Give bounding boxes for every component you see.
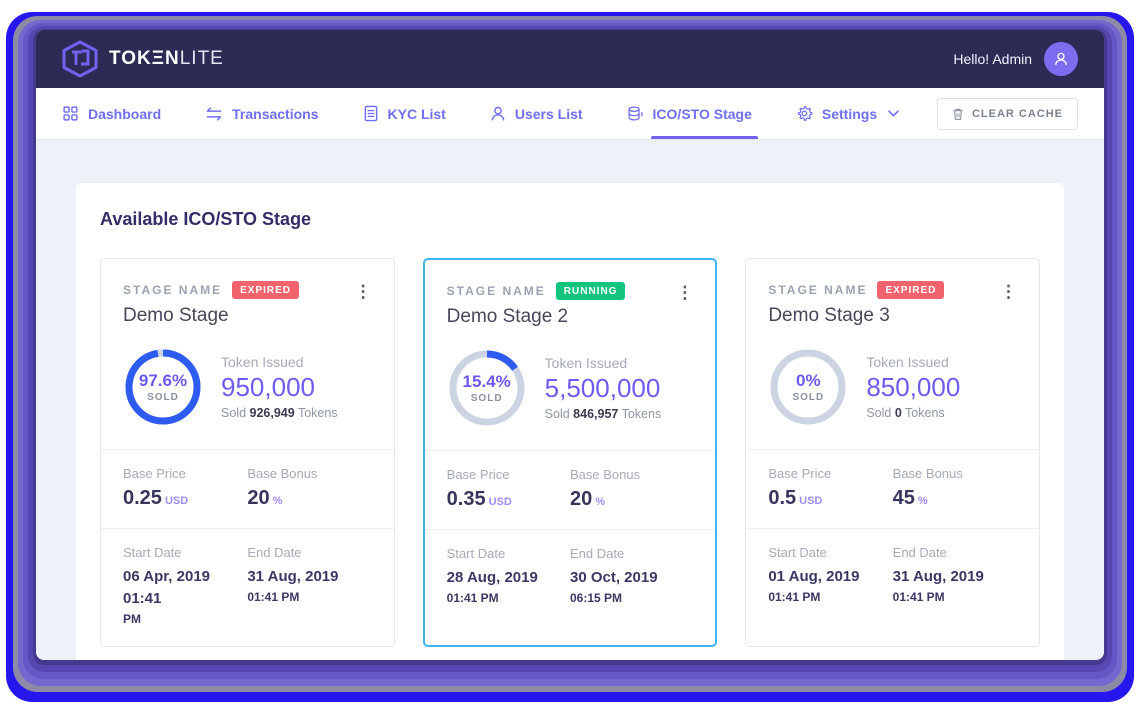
stage-name-label: STAGE NAME bbox=[446, 284, 546, 298]
base-bonus-label: Base Bonus bbox=[892, 466, 963, 481]
stage-name-label: STAGE NAME bbox=[123, 283, 223, 297]
percent-sold: 15.4% bbox=[462, 372, 511, 391]
users-icon bbox=[491, 106, 505, 121]
base-bonus-value: 45% bbox=[892, 487, 928, 509]
stage-card: STAGE NAME EXPIRED ⋮ Demo Stage bbox=[100, 258, 395, 647]
trash-icon bbox=[953, 108, 963, 120]
base-price-label: Base Price bbox=[768, 466, 832, 481]
app-window: TOKΞNLITE Hello! Admin Das bbox=[36, 30, 1104, 660]
end-date-label: End Date bbox=[247, 545, 302, 560]
end-date-value: 31 Aug, 2019 bbox=[247, 568, 339, 585]
start-date-label: Start Date bbox=[123, 545, 182, 560]
stage-title: Demo Stage 3 bbox=[768, 305, 890, 326]
base-price-value: 0.5 USD bbox=[768, 487, 823, 509]
nav-label: Dashboard bbox=[88, 105, 162, 122]
status-badge: EXPIRED bbox=[232, 281, 300, 299]
sold-donut-chart: 15.4% SOLD bbox=[447, 348, 527, 428]
sold-tokens-line: Sold 926,949 Tokens bbox=[221, 406, 338, 420]
transactions-swap-icon bbox=[206, 106, 222, 121]
gear-icon bbox=[797, 106, 813, 121]
brand-logo[interactable]: TOKΞNLITE bbox=[62, 40, 224, 78]
clear-cache-button[interactable]: CLEAR CACHE bbox=[936, 97, 1078, 130]
status-badge: RUNNING bbox=[555, 282, 626, 300]
nav-label: KYC List bbox=[387, 105, 446, 122]
stage-card: STAGE NAME RUNNING ⋮ Demo Stage 2 bbox=[422, 258, 718, 647]
card-menu-kebab-icon[interactable]: ⋮ bbox=[676, 283, 694, 302]
clear-cache-label: CLEAR CACHE bbox=[971, 107, 1063, 120]
nav-item-settings[interactable]: Settings bbox=[796, 88, 899, 139]
base-bonus-value: 20% bbox=[569, 488, 606, 510]
percent-sold: 97.6% bbox=[138, 371, 188, 390]
user-avatar[interactable] bbox=[1044, 42, 1078, 76]
greeting-text: Hello! Admin bbox=[953, 51, 1032, 67]
start-date-label: Start Date bbox=[768, 545, 827, 560]
chevron-down-icon bbox=[888, 110, 899, 117]
end-date-value: 31 Aug, 2019 bbox=[892, 568, 984, 585]
nav-item-users-list[interactable]: Users List bbox=[490, 88, 583, 139]
end-date-value: 30 Oct, 2019 bbox=[569, 569, 658, 586]
base-price-value: 0.25 USD bbox=[123, 487, 189, 509]
nav-label: Settings bbox=[821, 105, 878, 122]
stage-name-label: STAGE NAME bbox=[768, 283, 868, 297]
base-price-label: Base Price bbox=[446, 467, 510, 482]
stage-title: Demo Stage 2 bbox=[446, 306, 569, 327]
start-date-value: 06 Apr, 2019 01:41 bbox=[123, 568, 211, 607]
brand-name: TOKΞNLITE bbox=[109, 48, 224, 70]
percent-sold: 0% bbox=[796, 371, 821, 390]
start-date-value: 01 Aug, 2019 bbox=[768, 568, 860, 585]
sold-tokens-line: Sold 846,957 Tokens bbox=[544, 407, 662, 421]
person-icon bbox=[1055, 52, 1067, 66]
nav-bar: Dashboard Transactions KYC List bbox=[36, 88, 1104, 140]
end-date-label: End Date bbox=[569, 546, 625, 561]
start-date-value: 28 Aug, 2019 bbox=[446, 569, 538, 586]
token-issued-value: 850,000 bbox=[866, 372, 961, 402]
status-badge: EXPIRED bbox=[877, 281, 945, 299]
base-bonus-value: 20% bbox=[247, 487, 283, 509]
token-issued-label: Token Issued bbox=[544, 355, 628, 371]
nav-item-dashboard[interactable]: Dashboard bbox=[62, 88, 161, 139]
kyc-list-icon bbox=[364, 105, 377, 122]
card-menu-kebab-icon[interactable]: ⋮ bbox=[999, 282, 1017, 301]
coins-stack-icon bbox=[628, 106, 643, 121]
card-menu-kebab-icon[interactable]: ⋮ bbox=[354, 282, 372, 301]
base-price-value: 0.35 USD bbox=[446, 488, 512, 510]
stage-panel: Available ICO/STO Stage STAGE NAME EXPIR… bbox=[76, 183, 1064, 660]
nav-item-ico-sto-stage[interactable]: ICO/STO Stage bbox=[627, 88, 759, 139]
nav-label: Transactions bbox=[232, 105, 319, 122]
stage-title: Demo Stage bbox=[123, 305, 229, 326]
sold-donut-chart: 97.6% SOLD bbox=[123, 347, 203, 427]
page-title: Available ICO/STO Stage bbox=[100, 209, 312, 229]
stage-card: STAGE NAME EXPIRED ⋮ Demo Stage 3 bbox=[745, 258, 1040, 647]
sold-tokens-line: Sold 0 Tokens bbox=[866, 406, 945, 420]
token-issued-value: 5,500,000 bbox=[544, 373, 661, 403]
base-bonus-label: Base Bonus bbox=[569, 467, 641, 482]
nav-item-kyc-list[interactable]: KYC List bbox=[363, 88, 446, 139]
start-date-label: Start Date bbox=[446, 546, 506, 561]
token-issued-label: Token Issued bbox=[866, 354, 949, 370]
nav-label: ICO/STO Stage bbox=[652, 105, 752, 122]
token-issued-value: 950,000 bbox=[221, 372, 315, 402]
nav-label: Users List bbox=[514, 105, 583, 122]
token-issued-label: Token Issued bbox=[221, 354, 304, 370]
sold-donut-chart: 0% SOLD bbox=[768, 347, 848, 427]
top-header: TOKΞNLITE Hello! Admin bbox=[36, 30, 1104, 88]
brand-bold: TOKΞN bbox=[109, 48, 180, 69]
base-price-label: Base Price bbox=[123, 466, 186, 481]
base-bonus-label: Base Bonus bbox=[247, 466, 318, 481]
brand-light: LITE bbox=[179, 48, 224, 69]
stage-cards-grid: STAGE NAME EXPIRED ⋮ Demo Stage bbox=[100, 258, 1040, 647]
end-date-label: End Date bbox=[892, 545, 947, 560]
nav-item-transactions[interactable]: Transactions bbox=[205, 88, 319, 139]
dashboard-grid-icon bbox=[63, 106, 78, 121]
tokenlite-logo-icon bbox=[62, 40, 98, 78]
